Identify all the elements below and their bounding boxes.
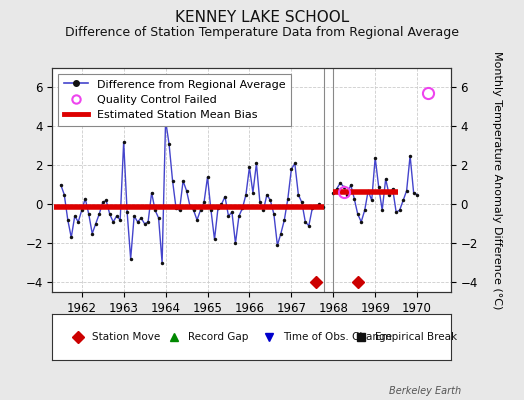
- Text: Station Move: Station Move: [92, 332, 160, 342]
- Text: Record Gap: Record Gap: [188, 332, 248, 342]
- Text: KENNEY LAKE SCHOOL: KENNEY LAKE SCHOOL: [175, 10, 349, 25]
- Text: Time of Obs. Change: Time of Obs. Change: [283, 332, 392, 342]
- Text: Difference of Station Temperature Data from Regional Average: Difference of Station Temperature Data f…: [65, 26, 459, 39]
- Text: Berkeley Earth: Berkeley Earth: [389, 386, 461, 396]
- Text: Empirical Break: Empirical Break: [375, 332, 457, 342]
- Y-axis label: Monthly Temperature Anomaly Difference (°C): Monthly Temperature Anomaly Difference (…: [492, 51, 501, 309]
- Legend: Difference from Regional Average, Quality Control Failed, Estimated Station Mean: Difference from Regional Average, Qualit…: [58, 74, 291, 126]
